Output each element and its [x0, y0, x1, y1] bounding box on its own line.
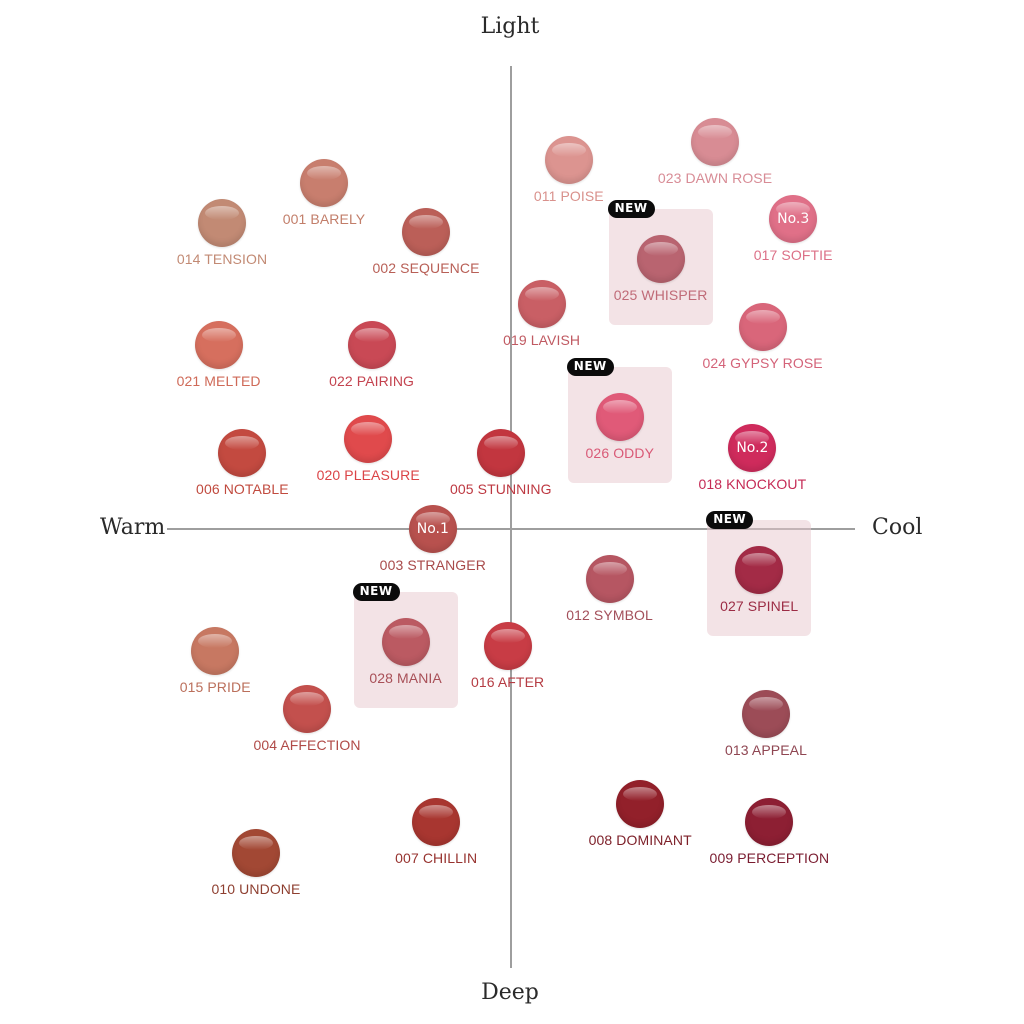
shade-label: 020 PLEASURE: [316, 467, 420, 483]
new-badge: NEW: [706, 510, 754, 529]
shade-swatch[interactable]: [476, 428, 525, 477]
shade-label: 015 PRIDE: [179, 678, 251, 695]
shade-label: 017 SOFTIE: [753, 246, 833, 263]
shade-label: 024 GYPSY ROSE: [702, 354, 823, 371]
shade-label: 008 DOMINANT: [588, 831, 692, 848]
shade-label: 005 STUNNING: [450, 480, 552, 497]
shade-swatch[interactable]: [585, 554, 634, 603]
shade-swatch[interactable]: [300, 158, 348, 207]
shade-swatch[interactable]: [483, 622, 532, 670]
shade-swatch[interactable]: [344, 415, 393, 463]
shade-label: 027 SPINEL: [720, 597, 799, 614]
rank-badge: No.3: [777, 210, 810, 227]
shade-swatch[interactable]: [517, 280, 566, 328]
shade-swatch[interactable]: [616, 779, 665, 828]
shade-label: 012 SYMBOL: [566, 606, 653, 623]
shade-swatch[interactable]: [595, 392, 644, 441]
shade-label: 023 DAWN ROSE: [657, 170, 773, 186]
shade-label: 004 AFFECTION: [253, 737, 361, 753]
shade-label: 022 PAIRING: [329, 372, 415, 389]
shade-label: 011 POISE: [533, 188, 604, 204]
shade-swatch[interactable]: [194, 320, 243, 369]
shade-swatch[interactable]: [742, 689, 790, 738]
shade-label: 009 PERCEPTION: [709, 849, 830, 866]
shade-swatch[interactable]: [198, 199, 246, 247]
shade-swatch[interactable]: [735, 545, 784, 594]
shade-swatch[interactable]: [283, 685, 331, 733]
axis-label-warm: Warm: [100, 515, 166, 540]
shade-swatch[interactable]: [347, 320, 396, 369]
shade-swatch[interactable]: [381, 617, 430, 666]
shade-swatch[interactable]: [745, 797, 794, 846]
shade-label: 016 AFTER: [470, 674, 545, 690]
rank-badge: No.1: [416, 521, 449, 537]
new-badge: NEW: [566, 357, 614, 376]
rank-badge: No.2: [736, 440, 769, 456]
shade-label: 002 SEQUENCE: [372, 260, 480, 276]
shade-swatch[interactable]: [544, 136, 593, 184]
shade-label: 007 CHILLIN: [395, 849, 478, 866]
shade-label: 003 STRANGER: [379, 557, 486, 573]
shade-swatch[interactable]: [218, 428, 267, 477]
shade-label: 018 KNOCKOUT: [698, 476, 807, 492]
axis-label-light: Light: [480, 14, 540, 39]
shade-label: 019 LAVISH: [503, 332, 581, 348]
shade-label: 001 BARELY: [282, 210, 366, 227]
shade-swatch[interactable]: No.3: [769, 194, 818, 243]
axis-label-cool: Cool: [872, 515, 923, 540]
shade-swatch[interactable]: [738, 302, 787, 351]
shade-label: 014 TENSION: [176, 251, 268, 267]
shade-swatch[interactable]: No.1: [408, 505, 457, 553]
shade-swatch[interactable]: [402, 208, 450, 256]
vertical-axis: [510, 66, 512, 968]
shade-label: 010 UNDONE: [211, 881, 301, 897]
shade-label: 028 MANIA: [369, 669, 442, 686]
new-badge: NEW: [607, 200, 655, 218]
horizontal-axis: [167, 528, 855, 530]
shade-label: 021 MELTED: [176, 372, 261, 389]
axis-label-deep: Deep: [481, 980, 539, 1005]
shade-label: 006 NOTABLE: [196, 480, 289, 497]
shade-label: 026 ODDY: [585, 444, 655, 461]
shade-swatch[interactable]: [691, 118, 739, 166]
shade-swatch[interactable]: [636, 235, 685, 283]
shade-swatch[interactable]: [412, 797, 461, 846]
shade-label: 025 WHISPER: [613, 287, 708, 303]
shade-label: 013 APPEAL: [725, 741, 807, 758]
shade-swatch[interactable]: No.2: [728, 424, 777, 472]
shade-swatch[interactable]: [191, 626, 240, 675]
new-badge: NEW: [352, 582, 400, 601]
shade-swatch[interactable]: [232, 829, 280, 877]
